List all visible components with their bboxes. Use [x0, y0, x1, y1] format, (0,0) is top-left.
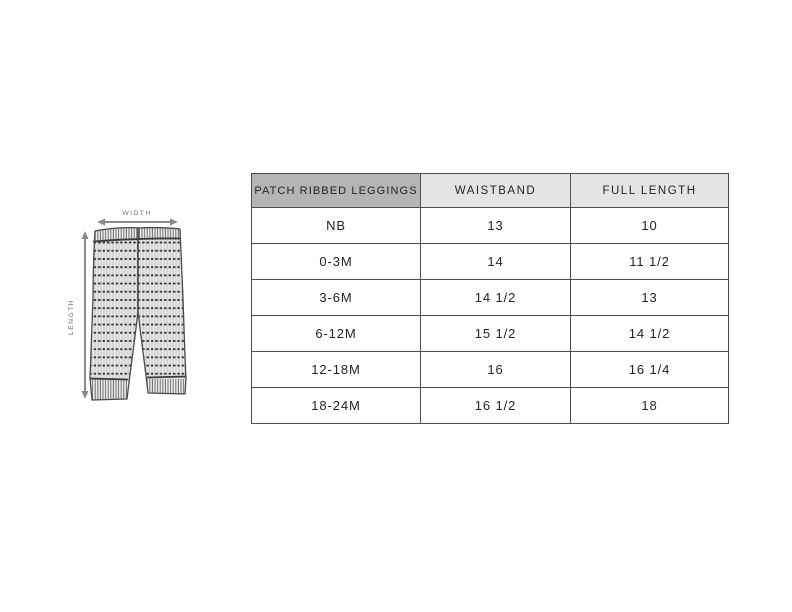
width-label: WIDTH [122, 210, 151, 217]
left-cuff-seam [89, 377, 129, 381]
table-row: NB 13 10 [251, 207, 729, 244]
full-length-cell: 14 1/2 [570, 315, 729, 352]
size-cell: 3-6M [251, 279, 421, 316]
leggings-illustration [89, 226, 187, 401]
full-length-cell: 11 1/2 [570, 243, 729, 280]
length-arrow [81, 231, 89, 399]
table-row: 3-6M 14 1/2 13 [251, 279, 729, 316]
full-length-cell: 13 [570, 279, 729, 316]
waistband-cell: 14 [420, 243, 571, 280]
table-row: 6-12M 15 1/2 14 1/2 [251, 315, 729, 352]
full-length-cell: 16 1/4 [570, 351, 729, 388]
waistband-cell: 15 1/2 [420, 315, 571, 352]
size-cell: 12-18M [251, 351, 421, 388]
table-row: 12-18M 16 16 1/4 [251, 351, 729, 388]
width-arrow [97, 218, 178, 226]
size-chart-table: PATCH RIBBED LEGGINGS WAISTBAND FULL LEN… [251, 173, 729, 424]
full-length-cell: 18 [570, 387, 729, 424]
table-title-cell: PATCH RIBBED LEGGINGS [251, 173, 421, 208]
size-cell: NB [251, 207, 421, 244]
size-cell: 6-12M [251, 315, 421, 352]
waistband-cell: 14 1/2 [420, 279, 571, 316]
full-length-cell: 10 [570, 207, 729, 244]
waistband-cell: 16 1/2 [420, 387, 571, 424]
table-header-row: PATCH RIBBED LEGGINGS WAISTBAND FULL LEN… [251, 173, 729, 208]
column-header-waistband: WAISTBAND [420, 173, 571, 208]
size-cell: 18-24M [251, 387, 421, 424]
table-row: 0-3M 14 11 1/2 [251, 243, 729, 280]
column-header-full-length: FULL LENGTH [570, 173, 729, 208]
right-cuff-seam [146, 375, 187, 379]
waistband-cell: 16 [420, 351, 571, 388]
leggings-outline [89, 226, 187, 401]
table-row: 18-24M 16 1/2 18 [251, 387, 729, 424]
length-label: LENGTH [68, 299, 75, 335]
leggings-diagram: WIDTH LENGTH [68, 210, 187, 401]
waistband-cell: 13 [420, 207, 571, 244]
size-cell: 0-3M [251, 243, 421, 280]
